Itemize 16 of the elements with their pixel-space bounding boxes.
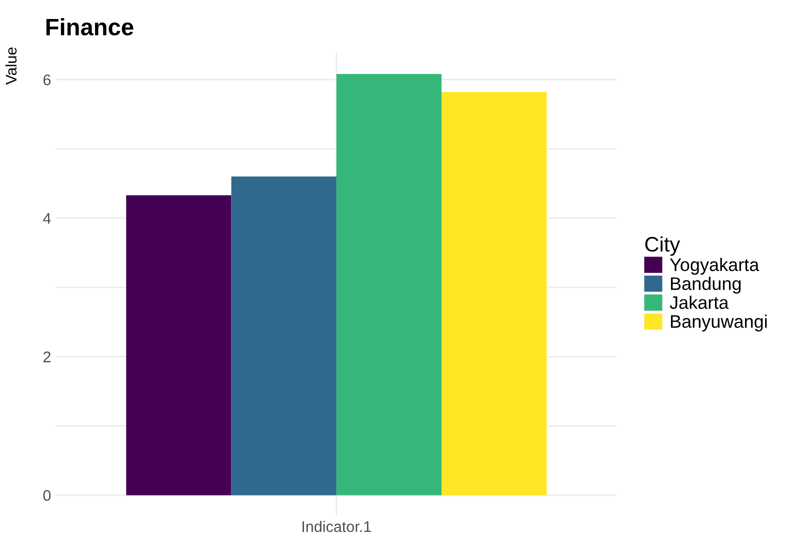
bar — [231, 176, 336, 496]
bar — [442, 92, 547, 496]
y-tick-label: 4 — [43, 213, 51, 224]
y-tick-label: 6 — [43, 74, 51, 86]
legend-title: City — [645, 236, 680, 256]
legend-label: Yogyakarta — [670, 258, 760, 275]
legend-label: Bandung — [670, 276, 741, 294]
chart-title: Finance — [46, 18, 134, 36]
y-tick-label: 0 — [43, 490, 51, 501]
bar — [336, 74, 442, 496]
y-axis-title: Value — [5, 47, 17, 85]
x-tick-label: Indicator.1 — [302, 520, 371, 532]
bar — [126, 195, 232, 496]
y-tick-label: 2 — [43, 352, 50, 362]
legend-label: Banyuwangi — [670, 314, 767, 332]
legend-label: Jakarta — [670, 296, 729, 309]
